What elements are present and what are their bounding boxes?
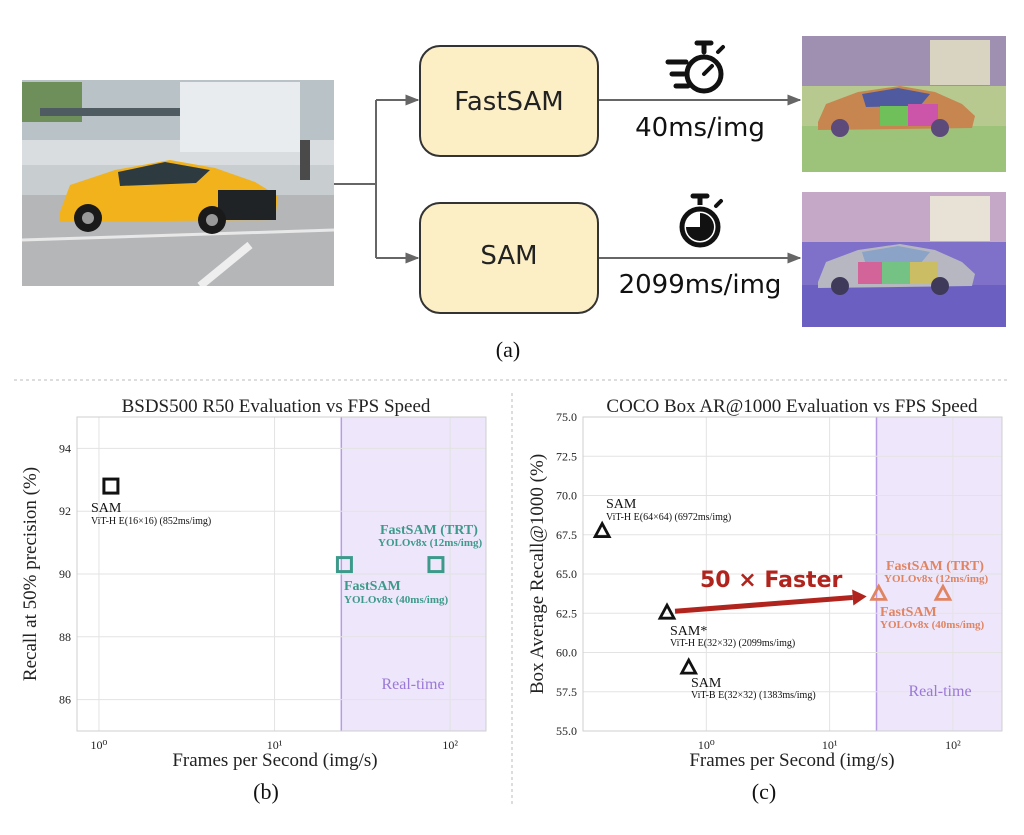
x-axis-label: Frames per Second (img/s) xyxy=(689,750,894,771)
x-axis-ticks: 10⁰ 10¹ 10² xyxy=(698,738,961,752)
stopwatch-fast-icon xyxy=(665,40,725,94)
fastsam-time: 40ms/img xyxy=(635,113,765,143)
fastsam-box-label: FastSAM xyxy=(454,87,563,117)
y-tick-label: 67.5 xyxy=(556,528,577,542)
y-tick-label: 65.0 xyxy=(556,567,577,581)
y-axis-label: Recall at 50% precision (%) xyxy=(20,467,41,681)
data-points xyxy=(102,477,445,574)
chart-title: BSDS500 R50 Evaluation vs FPS Speed xyxy=(122,396,431,417)
y-tick-label: 60.0 xyxy=(556,646,577,660)
speedup-arrow xyxy=(674,589,867,614)
data-points xyxy=(592,520,953,675)
input-car-photo xyxy=(22,80,334,286)
x-tick-label: 10² xyxy=(442,738,458,752)
y-tick-label: 72.5 xyxy=(556,449,577,463)
sam-segmentation-photo xyxy=(802,192,1006,327)
pipeline-diagram: FastSAM SAM 40ms/img 2099ms/img xyxy=(22,36,1006,362)
speedup-label: 50 × Faster xyxy=(700,568,842,593)
x-axis-ticks: 10⁰ 10¹ 10² xyxy=(91,738,459,752)
stopwatch-icon xyxy=(679,193,723,248)
bsds-chart: 86 88 90 92 94 10⁰ 10¹ 10² BSDS500 R50 Evaluat… xyxy=(20,396,487,804)
y-tick-label: 62.5 xyxy=(556,606,577,620)
plot-frame xyxy=(76,416,487,732)
grid xyxy=(77,417,486,731)
point-fastsam-3 xyxy=(869,583,889,601)
x-axis-label: Frames per Second (img/s) xyxy=(172,750,377,771)
realtime-label: Real-time xyxy=(908,683,971,700)
y-tick-label: 55.0 xyxy=(556,724,577,738)
y-tick-label: 90 xyxy=(59,567,71,581)
fastsam-trt-annotation-detail: YOLOv8x (12ms/img) xyxy=(378,537,483,549)
point-fastsam-1 xyxy=(335,556,353,574)
point-fastsam-trt-4 xyxy=(933,583,953,601)
fastsam-annotation-detail: YOLOv8x (40ms/img) xyxy=(344,594,449,606)
chart-title: COCO Box AR@1000 Evaluation vs FPS Speed xyxy=(606,396,978,417)
y-tick-label: 88 xyxy=(59,630,71,644)
sam64-annotation-name: SAM xyxy=(606,497,637,512)
fastsam-trt-annotation-name: FastSAM (TRT) xyxy=(886,559,984,574)
x-tick-label: 10⁰ xyxy=(698,738,715,752)
panel-a-label: (a) xyxy=(496,337,520,362)
fastsam-annotation-name: FastSAM xyxy=(344,579,401,594)
fastsam-trt-annotation-detail: YOLOv8x (12ms/img) xyxy=(884,573,989,585)
point-fastsam-trt-2 xyxy=(427,556,445,574)
fastsam-trt-annotation-name: FastSAM (TRT) xyxy=(380,523,478,538)
flow-arrows xyxy=(334,94,802,264)
y-tick-label: 86 xyxy=(59,693,71,707)
y-axis-label: Box Average Recall@1000 (%) xyxy=(527,454,548,694)
samstar-annotation-name: SAM* xyxy=(670,624,707,639)
speedup-arrow-head xyxy=(852,589,867,606)
samb-annotation-name: SAM xyxy=(691,676,722,691)
y-axis-ticks: 86 88 90 92 94 xyxy=(59,441,71,706)
y-axis-ticks: 55.0 57.5 60.0 62.5 65.0 67.5 70.0 72.5 75.0 xyxy=(556,410,577,738)
point-sam-0 xyxy=(102,477,120,495)
fastsam-segmentation-photo xyxy=(802,36,1006,172)
point-sam-1 xyxy=(657,602,677,620)
samb-annotation-detail: ViT-B E(32×32) (1383ms/img) xyxy=(691,690,816,701)
speedup-arrow-shaft xyxy=(674,594,853,614)
sam-annotation-detail: ViT-H E(16×16) (852ms/img) xyxy=(91,516,211,527)
y-tick-label: 70.0 xyxy=(556,489,577,503)
sam64-annotation-detail: ViT-H E(64×64) (6972ms/img) xyxy=(606,512,731,523)
y-tick-label: 57.5 xyxy=(556,685,577,699)
point-sam-2 xyxy=(679,657,699,675)
point-sam-0 xyxy=(592,520,612,538)
x-tick-label: 10⁰ xyxy=(91,738,108,752)
x-tick-label: 10² xyxy=(945,738,961,752)
sam-box: SAM xyxy=(419,202,599,314)
panel-c-label: (c) xyxy=(752,779,776,804)
y-tick-label: 75.0 xyxy=(556,410,577,424)
sam-annotation-name: SAM xyxy=(91,501,122,516)
fastsam-box: FastSAM xyxy=(419,45,599,157)
x-tick-label: 10¹ xyxy=(822,738,838,752)
plot-frame xyxy=(582,416,1003,732)
realtime-label: Real-time xyxy=(381,676,444,693)
panel-b-label: (b) xyxy=(253,779,279,804)
samstar-annotation-detail: ViT-H E(32×32) (2099ms/img) xyxy=(670,638,795,649)
coco-chart: 55.0 57.5 60.0 62.5 65.0 67.5 70.0 72.5 75.0 10⁰… xyxy=(527,396,1003,804)
x-tick-label: 10¹ xyxy=(267,738,283,752)
y-tick-label: 92 xyxy=(59,504,71,518)
y-tick-label: 94 xyxy=(59,441,71,455)
fastsam-annotation-name: FastSAM xyxy=(880,605,937,620)
sam-box-label: SAM xyxy=(480,241,537,271)
fastsam-annotation-detail: YOLOv8x (40ms/img) xyxy=(880,619,985,631)
sam-time: 2099ms/img xyxy=(619,270,782,300)
